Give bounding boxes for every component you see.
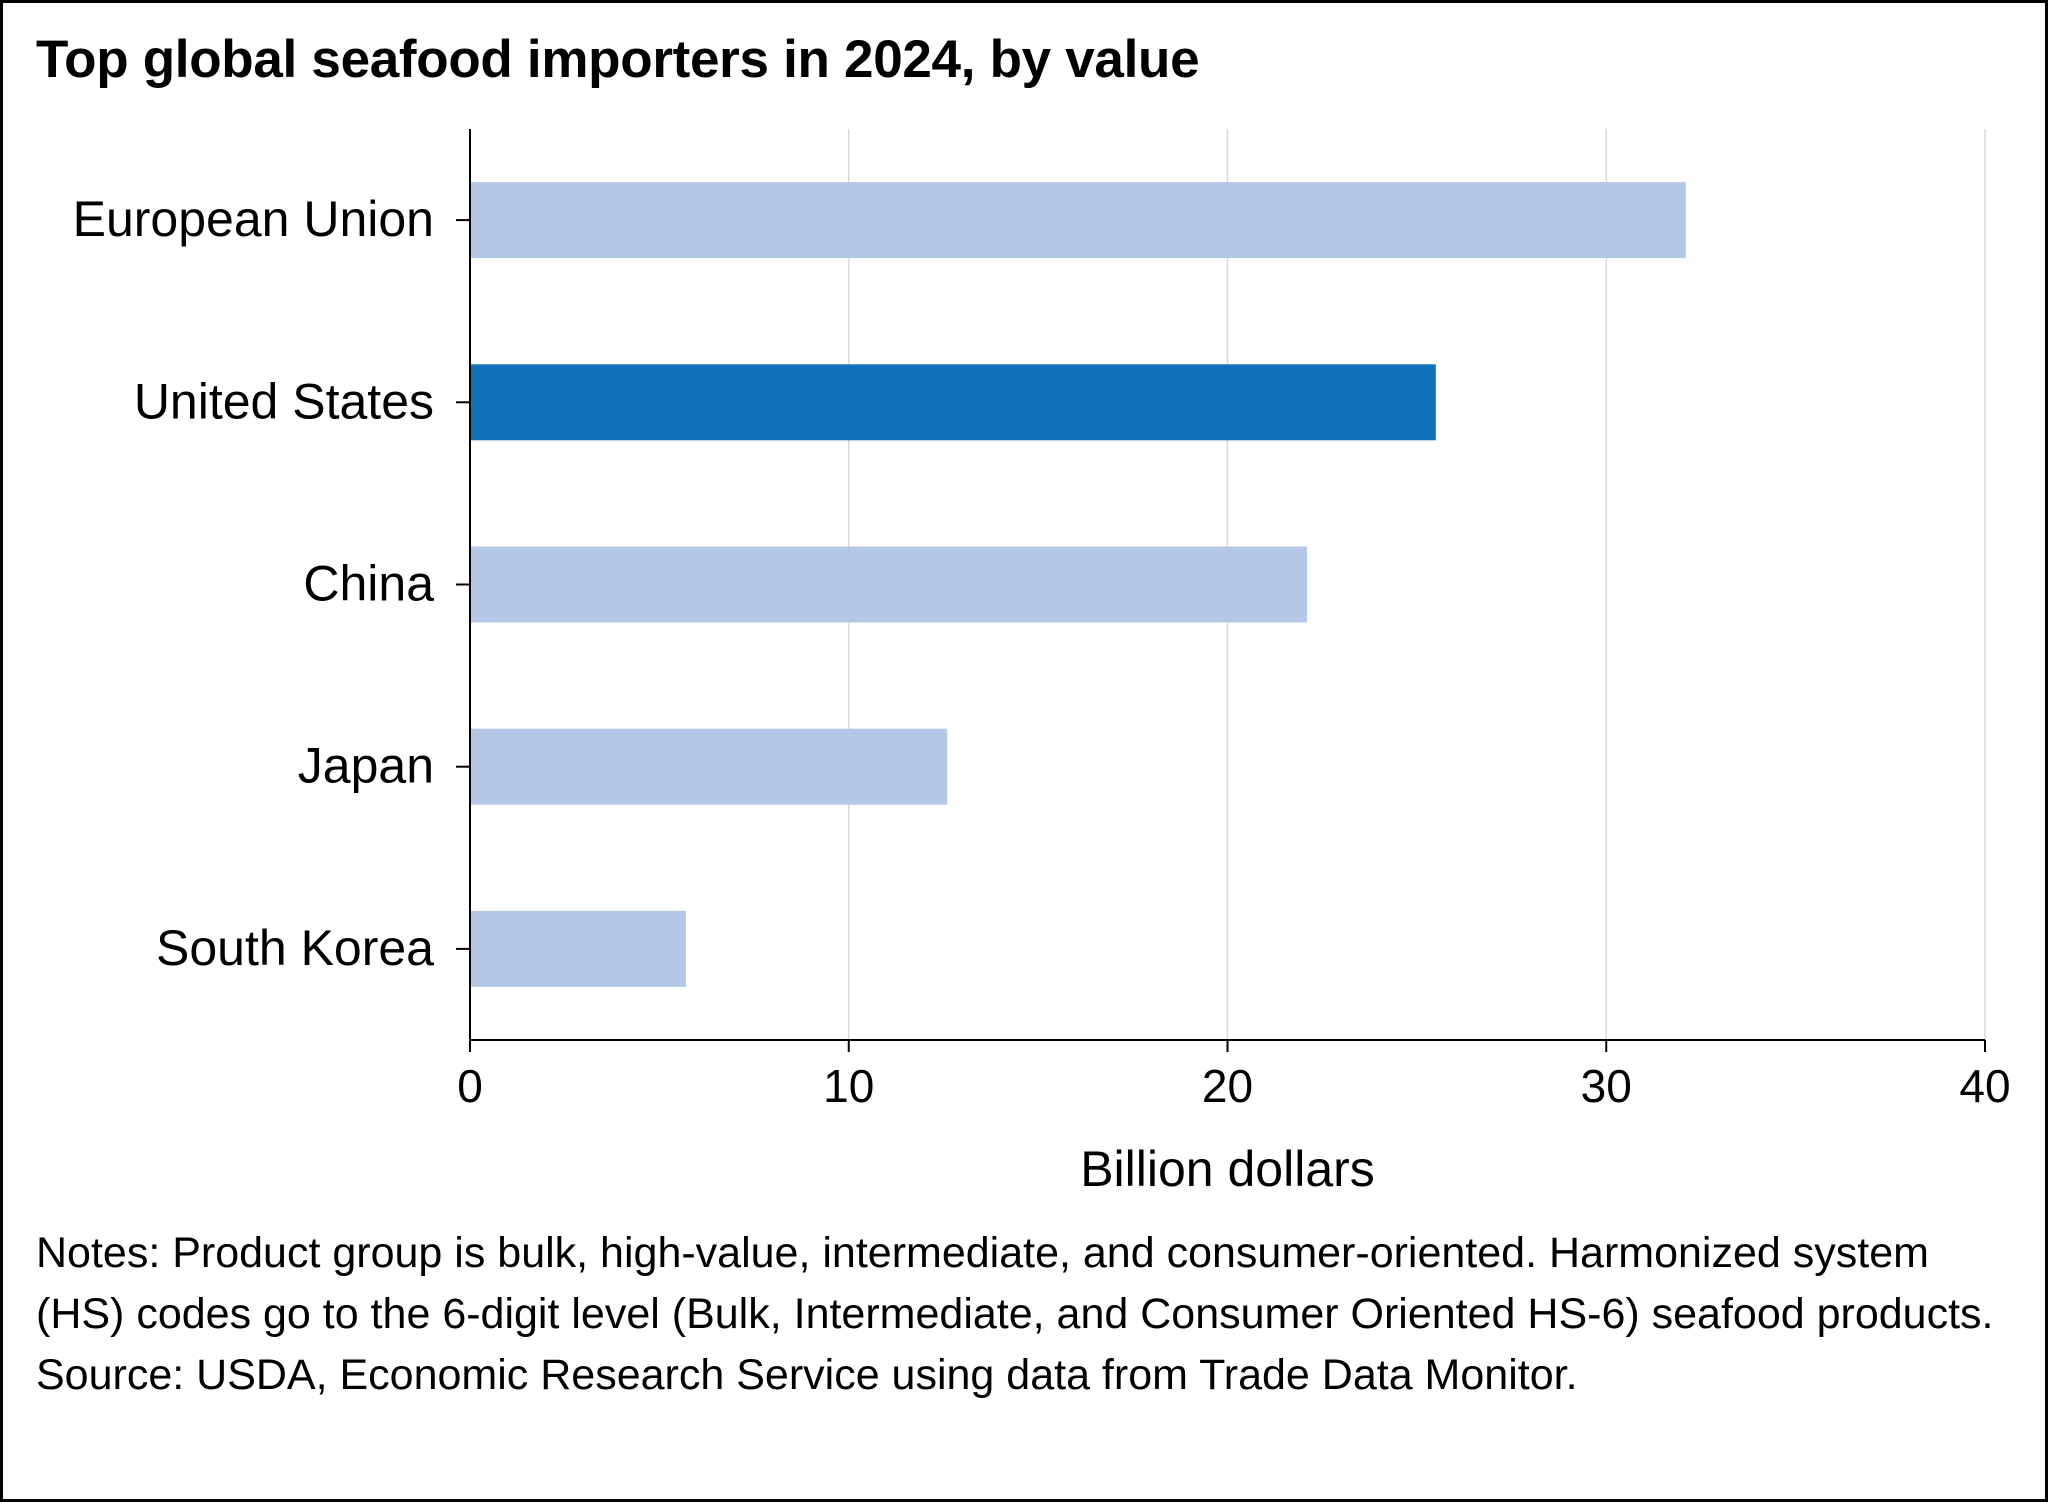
y-tick-label-united-states: United States xyxy=(134,373,434,429)
y-tick-label-china: China xyxy=(303,556,434,612)
x-tick-label-20: 20 xyxy=(1202,1060,1253,1112)
bar-united-states xyxy=(470,364,1436,441)
axes xyxy=(456,129,1986,1052)
y-tick-label-japan: Japan xyxy=(298,738,434,794)
x-axis-title: Billion dollars xyxy=(1080,1141,1375,1197)
x-tick-label-10: 10 xyxy=(823,1060,874,1112)
bar-japan xyxy=(470,728,948,805)
notes-text: Notes: Product group is bulk, high-value… xyxy=(36,1229,1994,1338)
bar-south-korea xyxy=(470,910,686,987)
x-tick-label-40: 40 xyxy=(1959,1060,2010,1112)
source-text: Source: USDA, Economic Research Service … xyxy=(36,1351,1578,1399)
labels: European Union United States China Japan Sou… xyxy=(73,191,2011,1197)
chart-title: Top global seafood importers in 2024, by… xyxy=(36,30,1200,89)
notes-block: Notes: Product group is bulk, high-value… xyxy=(36,1223,2016,1406)
bar-chart: European Union United States China Japan Sou… xyxy=(73,129,2011,1197)
bars xyxy=(470,182,1686,987)
bar-china xyxy=(470,546,1308,623)
x-tick-label-0: 0 xyxy=(457,1060,483,1112)
y-tick-label-south-korea: South Korea xyxy=(156,920,434,976)
x-tick-label-30: 30 xyxy=(1581,1060,1632,1112)
bar-european-union xyxy=(470,182,1686,259)
y-tick-label-european-union: European Union xyxy=(73,191,434,247)
